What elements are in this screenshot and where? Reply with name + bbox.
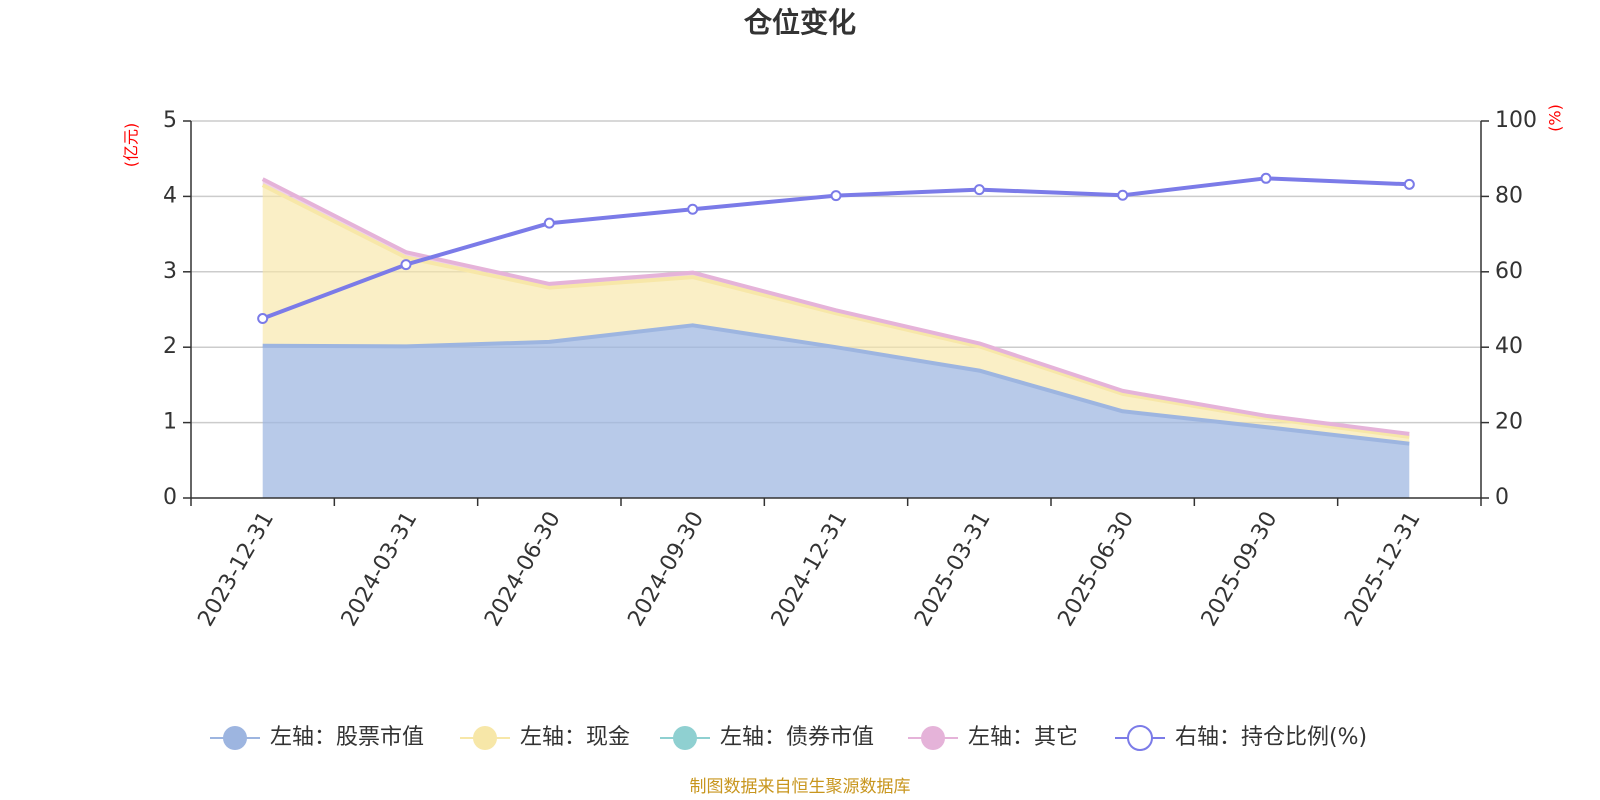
series-line-1 bbox=[261, 183, 1410, 439]
legend-label-4: 右轴：持仓比例(%) bbox=[1175, 725, 1367, 750]
ratio-point bbox=[830, 190, 842, 202]
left-axis-unit: (亿元) bbox=[122, 123, 141, 168]
x-axis-tick-label: 2023-12-31 bbox=[193, 508, 279, 631]
data-source-note: 制图数据来自恒生聚源数据库 bbox=[690, 777, 911, 797]
legend-marker-1 bbox=[473, 726, 497, 750]
x-axis-tick-label: 2024-06-30 bbox=[480, 508, 566, 631]
x-axis-tick-label: 2024-09-30 bbox=[623, 508, 709, 631]
x-axis-tick-label: 2025-09-30 bbox=[1197, 508, 1283, 631]
legend-marker-2 bbox=[673, 726, 697, 750]
legend: 左轴：股票市值 左轴：现金 左轴：债券市值 左轴：其它 右轴：持仓比例(%) bbox=[210, 725, 1367, 751]
right-axis-tick-label: 80 bbox=[1495, 183, 1523, 208]
left-axis-tick-label: 1 bbox=[163, 410, 177, 435]
left-axis-tick-label: 5 bbox=[163, 108, 177, 133]
legend-marker-3 bbox=[921, 726, 945, 750]
legend-label-3: 左轴：其它 bbox=[968, 725, 1078, 750]
line-series bbox=[257, 172, 1415, 325]
ratio-point bbox=[1403, 178, 1415, 190]
right-axis-tick-label: 100 bbox=[1495, 108, 1537, 133]
right-axis-tick-label: 0 bbox=[1495, 485, 1509, 510]
left-axis-tick-label: 0 bbox=[163, 485, 177, 510]
series-line-0 bbox=[262, 323, 1410, 446]
ratio-point bbox=[543, 217, 555, 229]
ratio-point bbox=[687, 203, 699, 215]
ratio-point bbox=[973, 184, 985, 196]
ratio-point bbox=[400, 259, 412, 271]
x-axis-tick-label: 2024-12-31 bbox=[767, 508, 853, 631]
ratio-point bbox=[1117, 189, 1129, 201]
x-axis-tick-label: 2024-03-31 bbox=[337, 508, 423, 631]
right-axis-unit: (%) bbox=[1546, 104, 1565, 132]
legend-label-2: 左轴：债券市值 bbox=[720, 725, 874, 750]
area-series bbox=[261, 177, 1410, 498]
right-axis-tick-label: 60 bbox=[1495, 259, 1523, 284]
chart-title: 仓位变化 bbox=[744, 6, 856, 39]
ratio-point bbox=[1260, 172, 1272, 184]
x-axis-tick-label: 2025-03-31 bbox=[910, 508, 996, 631]
left-axis-tick-label: 4 bbox=[163, 183, 177, 208]
x-axis-tick-label: 2025-06-30 bbox=[1053, 508, 1139, 631]
series-line-3 bbox=[261, 177, 1410, 436]
left-axis-tick-label: 3 bbox=[163, 259, 177, 284]
x-axis-tick-label: 2025-12-31 bbox=[1340, 508, 1426, 631]
right-axis-tick-label: 40 bbox=[1495, 334, 1523, 359]
legend-marker-0 bbox=[223, 726, 247, 750]
ratio-point bbox=[257, 313, 269, 325]
right-axis-tick-label: 20 bbox=[1495, 410, 1523, 435]
legend-marker-4 bbox=[1127, 725, 1153, 751]
left-axis-tick-label: 2 bbox=[163, 334, 177, 359]
area-0 bbox=[262, 325, 1410, 498]
legend-label-1: 左轴：现金 bbox=[520, 725, 630, 750]
legend-label-0: 左轴：股票市值 bbox=[270, 725, 424, 750]
